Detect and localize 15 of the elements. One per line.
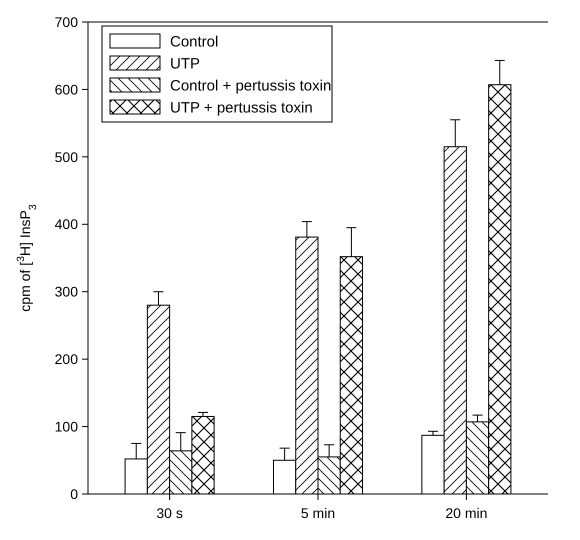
y-tick-label: 500	[54, 148, 78, 165]
legend-label: Control + pertussis toxin	[170, 77, 332, 94]
x-tick-label: 20 min	[445, 505, 488, 521]
y-tick-label: 600	[54, 81, 78, 98]
y-tick-label: 400	[54, 216, 78, 232]
legend-label: Control	[170, 33, 218, 50]
y-tick-label: 200	[54, 351, 78, 368]
y-tick-label: 100	[54, 418, 78, 434]
legend-label: UTP + pertussis toxin	[170, 99, 313, 116]
y-tick-label: 0	[70, 486, 78, 502]
x-tick-label: 30 s	[156, 505, 183, 521]
y-tick-label: 300	[54, 284, 78, 300]
y-tick-label: 700	[54, 14, 78, 30]
legend-label: UTP	[170, 55, 200, 72]
x-tick-label: 5 min	[300, 505, 336, 521]
